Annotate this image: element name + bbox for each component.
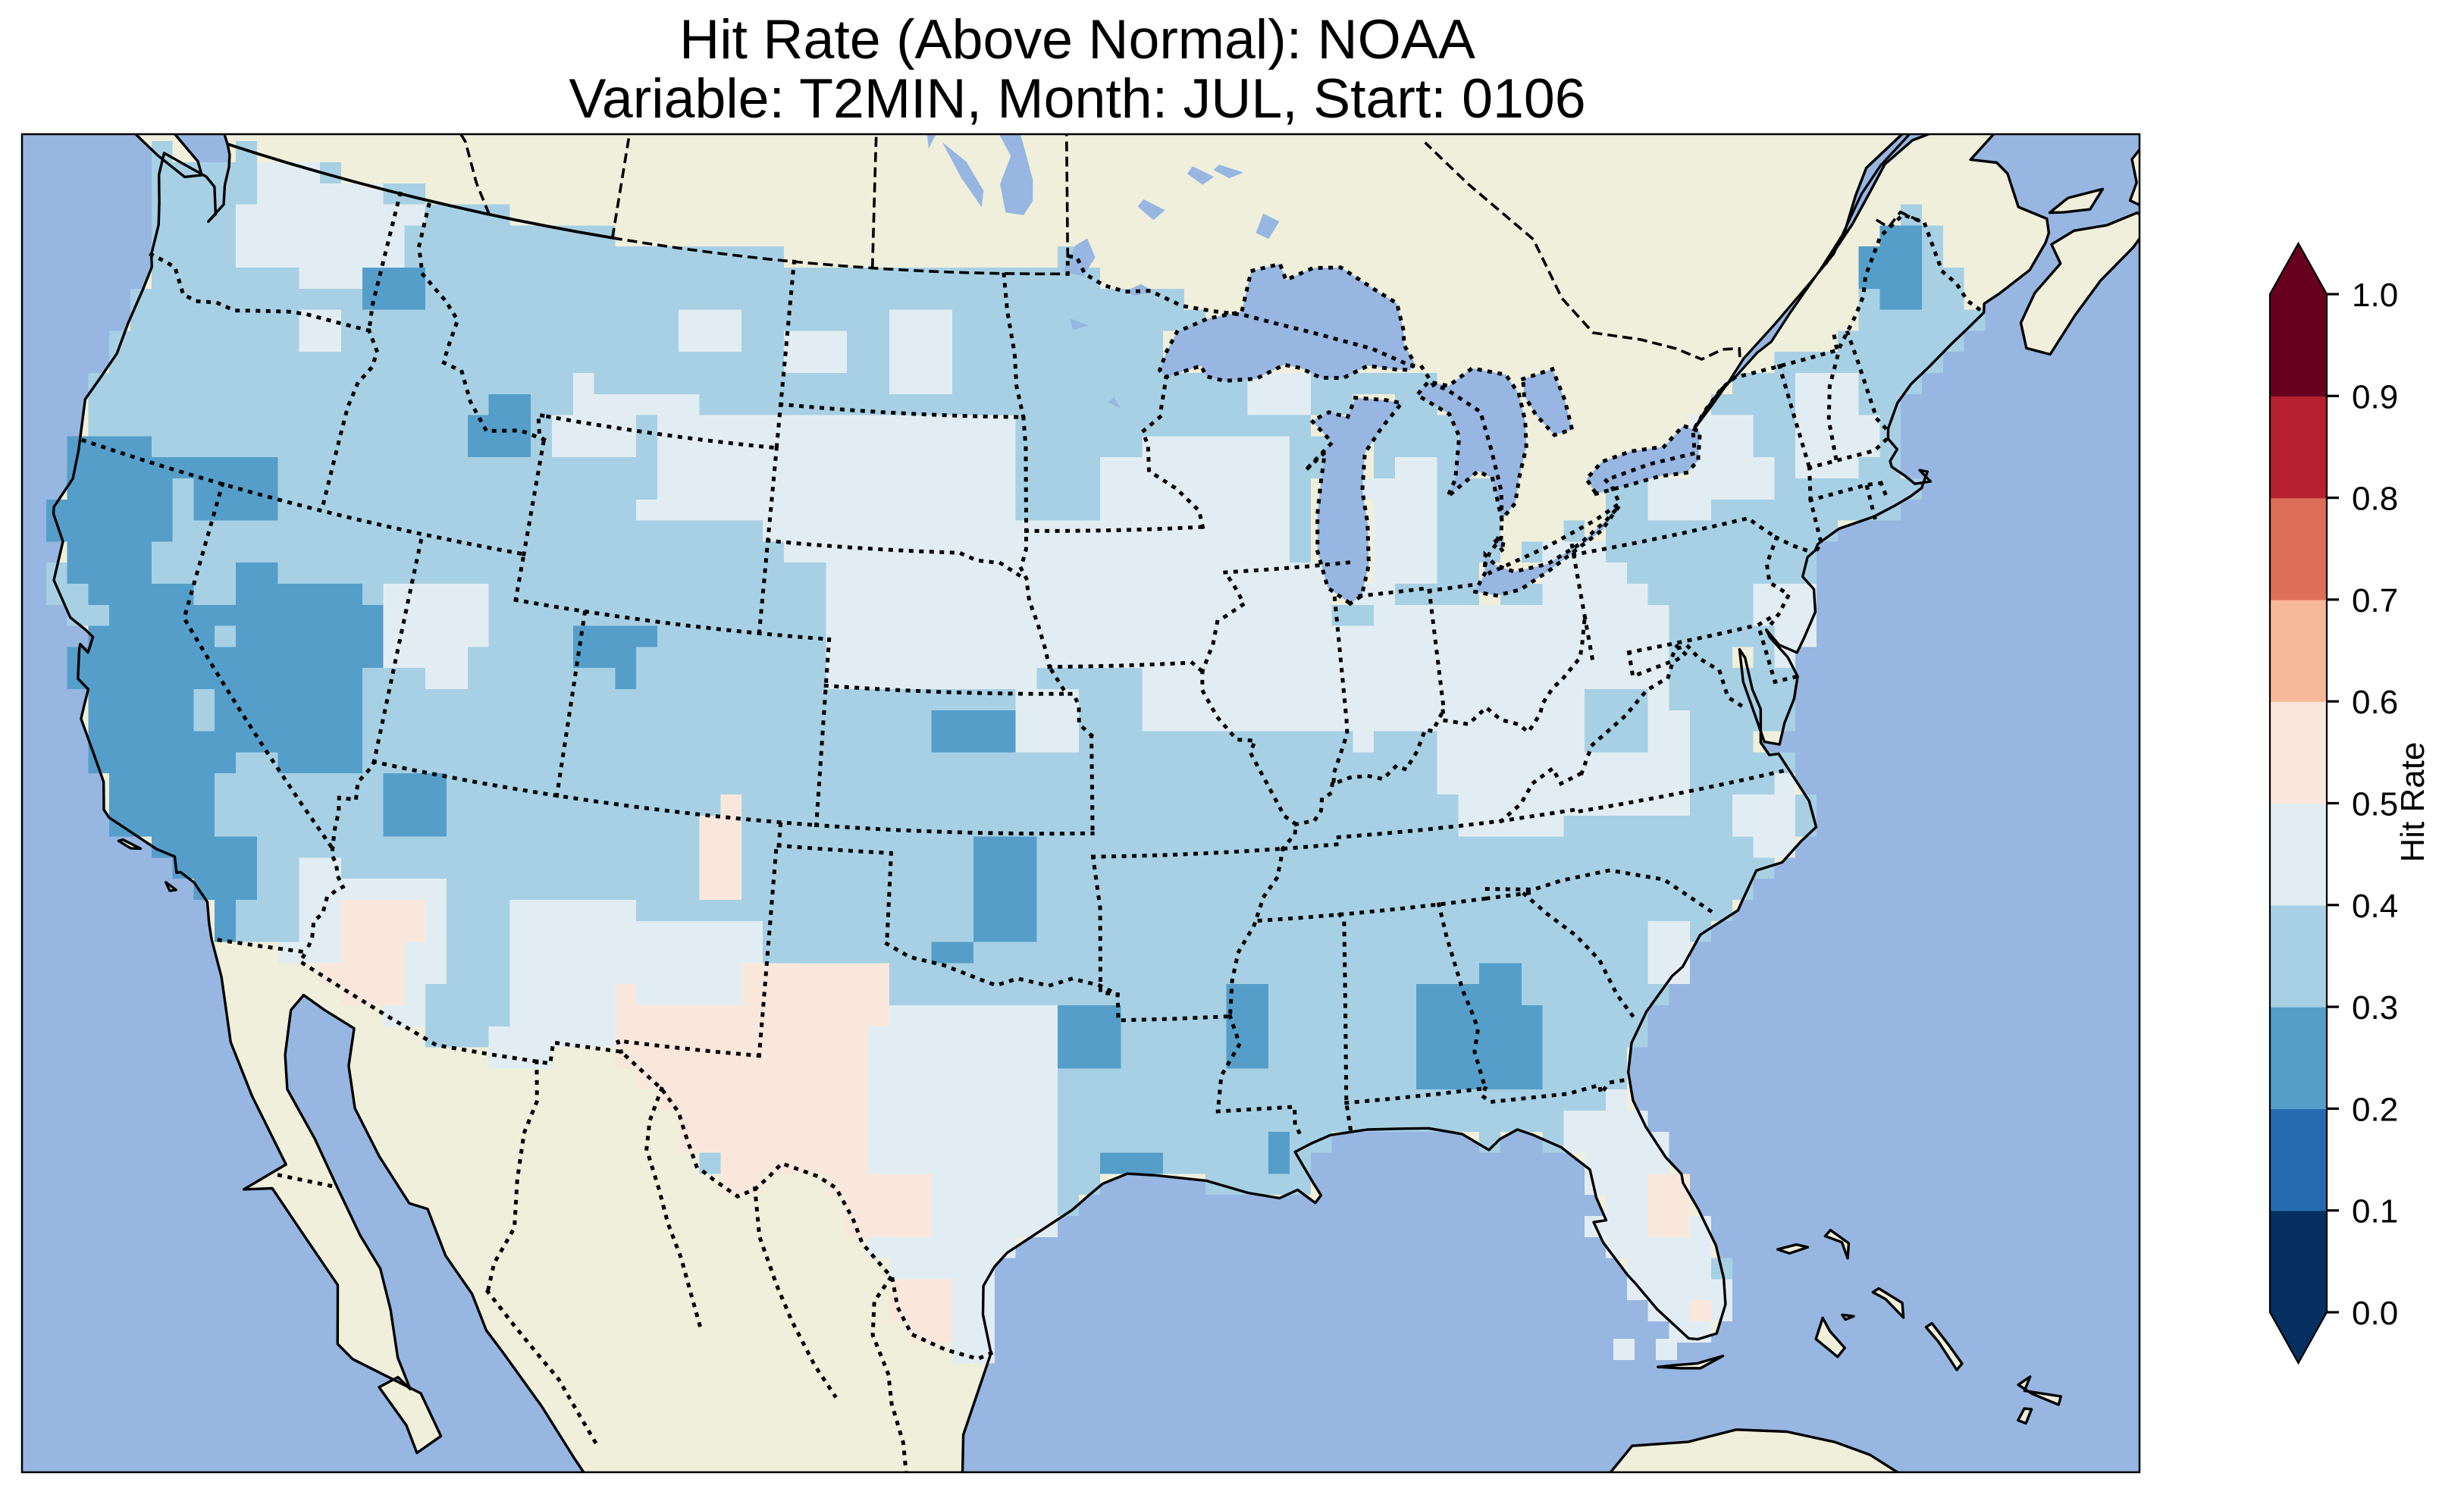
svg-text:0.3: 0.3 [2352, 989, 2398, 1026]
svg-text:Variable: T2MIN, Month: JUL, S: Variable: T2MIN, Month: JUL, Start: 0106 [569, 67, 1585, 130]
svg-text:0.7: 0.7 [2352, 582, 2398, 619]
svg-text:Hit Rate: Hit Rate [2394, 742, 2431, 863]
svg-text:0.8: 0.8 [2352, 481, 2398, 518]
svg-text:0.5: 0.5 [2352, 786, 2398, 823]
svg-text:0.1: 0.1 [2352, 1193, 2398, 1230]
svg-text:0.2: 0.2 [2352, 1091, 2398, 1128]
svg-text:Hit Rate (Above Normal): NOAA: Hit Rate (Above Normal): NOAA [679, 8, 1475, 71]
svg-text:1.0: 1.0 [2352, 277, 2398, 314]
svg-text:0.0: 0.0 [2352, 1295, 2398, 1332]
svg-text:0.9: 0.9 [2352, 378, 2398, 415]
svg-text:0.6: 0.6 [2352, 684, 2398, 721]
svg-text:0.4: 0.4 [2352, 888, 2398, 925]
